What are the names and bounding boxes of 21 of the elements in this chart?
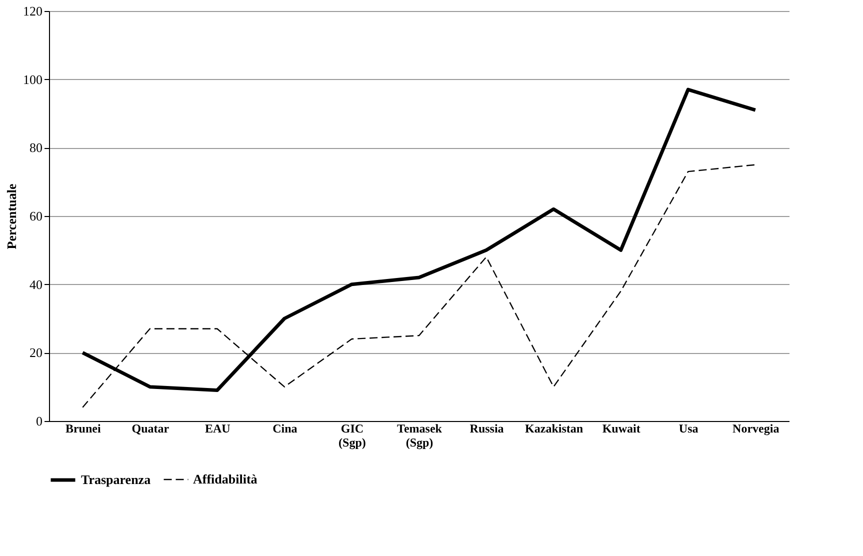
y-tick-label: 80 (30, 140, 42, 156)
x-tick-label: Kuwait (602, 422, 640, 436)
x-tick-label: Usa (678, 422, 698, 436)
x-tick-label: EAU (205, 422, 231, 436)
y-tick-label: 120 (23, 4, 42, 18)
x-tick-label: Quatar (132, 422, 170, 436)
y-tick-label: 100 (23, 72, 42, 87)
x-tick-label: Russia (470, 422, 504, 436)
legend-label: Trasparenza (81, 472, 152, 487)
y-tick-label: 0 (36, 414, 42, 428)
y-tick-label: 20 (30, 345, 42, 360)
x-tick-label: Temasek (Sgp) (397, 422, 442, 450)
x-tick-label: GIC (Sgp) (338, 422, 366, 450)
x-tick-label: Cina (272, 422, 298, 436)
x-tick-label: Brunei (65, 422, 102, 436)
x-tick-label: Norvegia (732, 422, 780, 436)
x-tick-label: Kazakistan (525, 422, 584, 436)
y-axis-title: Percentuale (4, 184, 19, 250)
y-tick-label: 60 (30, 208, 42, 224)
legend-label: Affidabilità (193, 472, 258, 486)
y-tick-label: 40 (30, 276, 42, 292)
